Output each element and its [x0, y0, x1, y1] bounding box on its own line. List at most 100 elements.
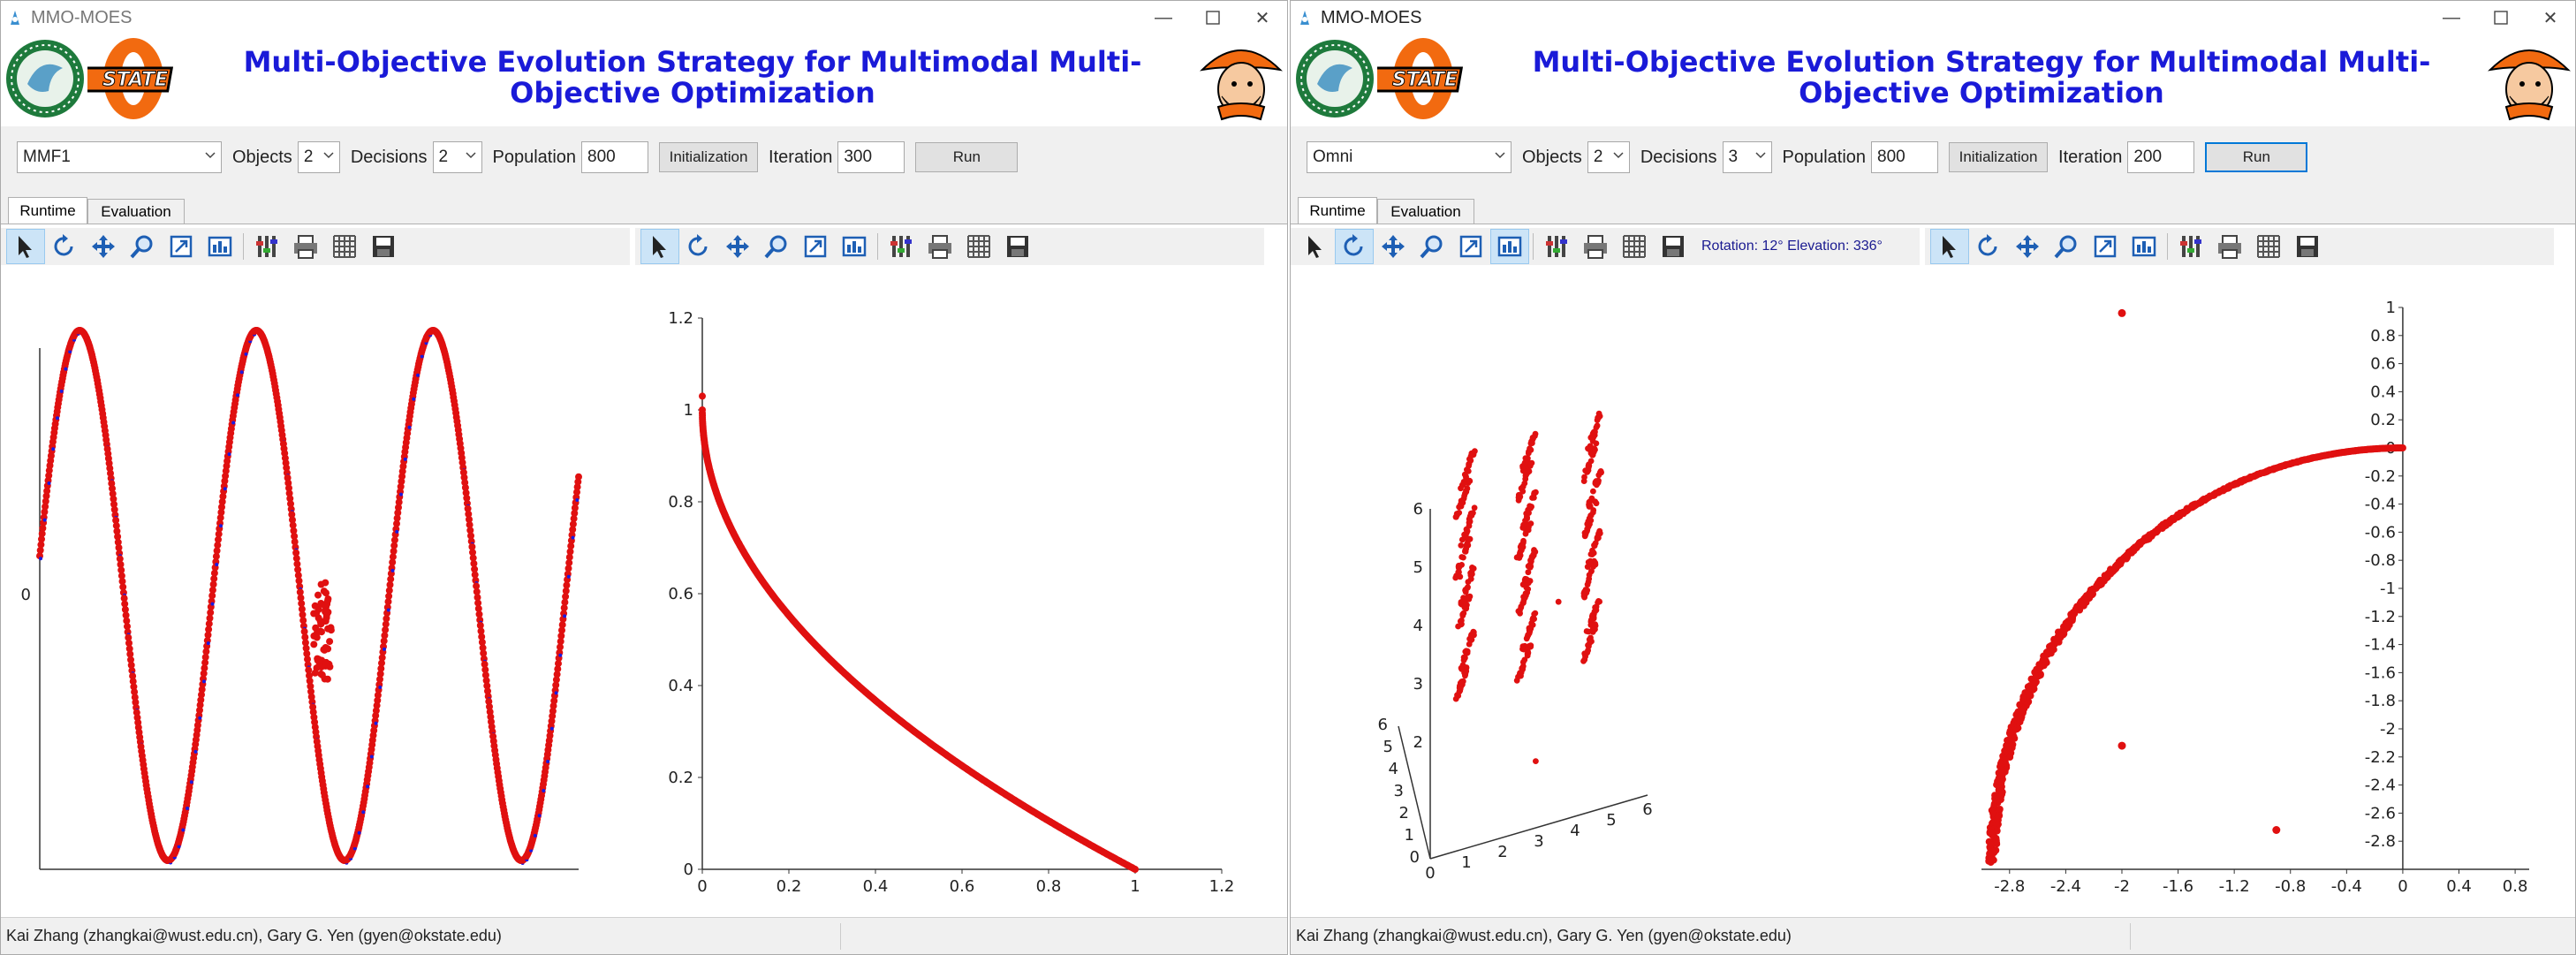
decisions-select[interactable]: 2 — [432, 141, 482, 173]
grid-icon[interactable] — [959, 229, 998, 264]
population-input[interactable]: 800 — [1871, 141, 1939, 173]
minimize-icon[interactable]: — — [1155, 7, 1172, 27]
print-icon[interactable] — [2210, 229, 2249, 264]
tick-label: 3 — [1394, 782, 1404, 800]
pointer-icon[interactable] — [640, 229, 679, 264]
run-button[interactable]: Run — [915, 142, 1019, 172]
data-point — [464, 504, 472, 512]
objects-select[interactable]: 2 — [297, 141, 340, 173]
data-point — [42, 503, 49, 511]
tick-label: 1 — [684, 401, 693, 420]
data-point — [1595, 599, 1601, 606]
data-point — [393, 519, 400, 527]
properties-icon[interactable] — [882, 229, 921, 264]
zoom-box-icon[interactable] — [796, 229, 835, 264]
data-cursor-icon[interactable] — [835, 229, 874, 264]
data-cursor-icon[interactable] — [2125, 229, 2163, 264]
tab-runtime[interactable]: Runtime — [8, 197, 87, 224]
objective-space-plot[interactable]: -2.8 -2.4 -2 -1.6 -1.2 -0.8 -0.4 0 0.4 0.8 1 0.8 0.6… — [1925, 269, 2554, 922]
rotate-icon[interactable] — [1335, 229, 1374, 264]
tab-evaluation[interactable]: Evaluation — [1377, 199, 1474, 224]
maximize-icon[interactable] — [2476, 1, 2526, 34]
rotate-icon[interactable] — [45, 229, 84, 264]
zoom-box-icon[interactable] — [1451, 229, 1490, 264]
close-icon[interactable]: ✕ — [2542, 8, 2558, 28]
data-point — [189, 780, 193, 784]
tab-evaluation[interactable]: Evaluation — [87, 199, 185, 224]
data-point — [126, 650, 134, 658]
save-icon[interactable] — [998, 229, 1037, 264]
initialization-button[interactable]: Initialization — [1949, 142, 2049, 172]
data-point — [378, 686, 383, 689]
data-point — [566, 548, 574, 556]
status-text: Kai Zhang (zhangkai@wust.edu.cn), Gary G… — [1296, 927, 1792, 944]
data-point — [1463, 545, 1469, 552]
pan-icon[interactable] — [1374, 229, 1413, 264]
data-point — [1581, 656, 1588, 663]
grid-icon[interactable] — [1615, 229, 1654, 264]
data-cursor-icon[interactable] — [201, 229, 239, 264]
data-point — [537, 814, 542, 818]
zoom-icon[interactable] — [2047, 229, 2086, 264]
properties-icon[interactable] — [247, 229, 286, 264]
population-input[interactable]: 800 — [581, 141, 649, 173]
save-icon[interactable] — [2288, 229, 2327, 264]
data-point — [1464, 540, 1471, 547]
minimize-icon[interactable]: — — [2443, 7, 2460, 27]
data-point — [1460, 495, 1467, 502]
print-icon[interactable] — [1576, 229, 1615, 264]
zoom-box-icon[interactable] — [2086, 229, 2125, 264]
zoom-icon[interactable] — [1413, 229, 1451, 264]
data-point — [1524, 589, 1531, 596]
maximize-icon[interactable] — [1188, 1, 1238, 34]
data-point — [299, 617, 307, 625]
decisions-select[interactable]: 3 — [1722, 141, 1772, 173]
objective-space-plot[interactable]: 0 0.2 0.4 0.6 0.8 1 1.2 0 0.2 0.4 0.6 0.8 1 1.2 — [635, 269, 1264, 922]
pan-icon[interactable] — [84, 229, 123, 264]
app-title: Multi-Objective Evolution Strategy for M… — [243, 45, 1142, 110]
tab-runtime[interactable]: Runtime — [1298, 197, 1377, 224]
rotate-icon[interactable] — [679, 229, 718, 264]
zoom-icon[interactable] — [123, 229, 162, 264]
initialization-button[interactable]: Initialization — [659, 142, 759, 172]
data-point — [304, 656, 311, 663]
problem-select[interactable]: Omni — [1307, 141, 1512, 173]
properties-icon[interactable] — [2171, 229, 2210, 264]
run-button[interactable]: Run — [2205, 142, 2308, 172]
print-icon[interactable] — [286, 229, 325, 264]
pan-icon[interactable] — [718, 229, 757, 264]
save-icon[interactable] — [1654, 229, 1693, 264]
decision-space-plot[interactable]: 0 — [1, 269, 630, 922]
data-point — [554, 665, 562, 673]
grid-icon[interactable] — [325, 229, 364, 264]
data-point — [42, 518, 47, 522]
tick-label: 1.2 — [668, 309, 693, 328]
pointer-icon[interactable] — [1930, 229, 1969, 264]
data-point — [1515, 553, 1522, 560]
properties-icon[interactable] — [1537, 229, 1576, 264]
tick-label: -2.6 — [2365, 804, 2396, 822]
data-cursor-icon[interactable] — [1490, 229, 1529, 264]
tick-label: 0 — [1425, 864, 1435, 883]
print-icon[interactable] — [921, 229, 959, 264]
tick-label: 0 — [697, 877, 707, 896]
save-icon[interactable] — [364, 229, 403, 264]
iteration-input[interactable]: 200 — [2127, 141, 2195, 173]
zoom-box-icon[interactable] — [162, 229, 201, 264]
data-point — [1466, 519, 1473, 526]
pointer-icon[interactable] — [6, 229, 45, 264]
zoom-icon[interactable] — [757, 229, 796, 264]
tick-label: -1.2 — [2365, 608, 2396, 626]
problem-select[interactable]: MMF1 — [17, 141, 222, 173]
pan-icon[interactable] — [2008, 229, 2047, 264]
tick-label: 0.8 — [1036, 877, 1062, 896]
close-icon[interactable]: ✕ — [1254, 8, 1270, 28]
pointer-icon[interactable] — [1296, 229, 1335, 264]
university-seal-logo — [6, 40, 84, 117]
iteration-input[interactable]: 300 — [837, 141, 905, 173]
pistol-pete-logo — [2488, 49, 2571, 121]
objects-select[interactable]: 2 — [1587, 141, 1630, 173]
rotate-icon[interactable] — [1969, 229, 2008, 264]
grid-icon[interactable] — [2249, 229, 2288, 264]
